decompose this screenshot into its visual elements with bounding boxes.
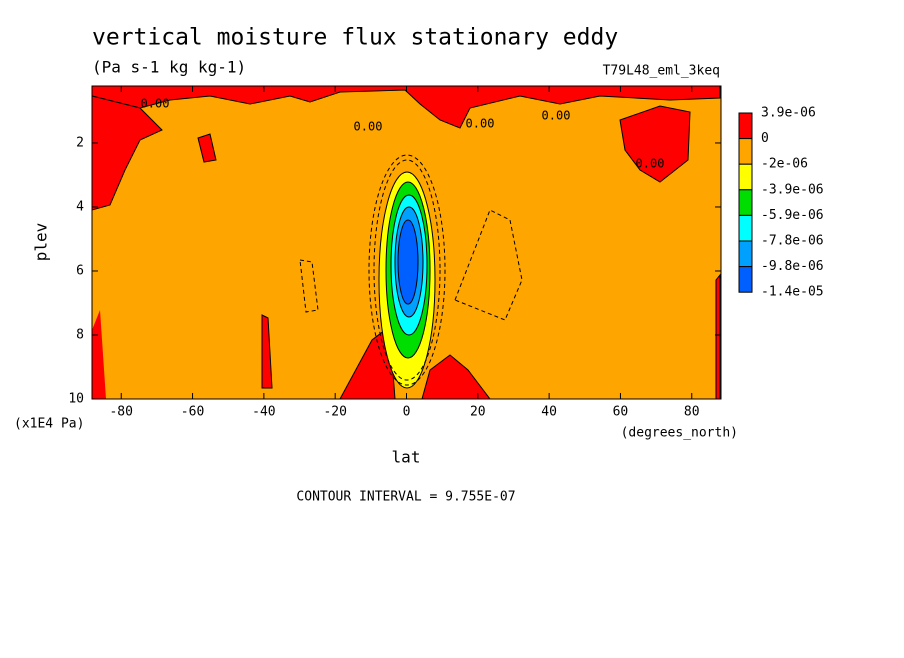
chart-title: vertical moisture flux stationary eddy — [92, 25, 618, 51]
x-tick-label: 60 — [613, 405, 629, 420]
contour-label: 0.00 — [141, 97, 170, 111]
colorbar-box — [738, 266, 753, 293]
colorbar-label: 0 — [761, 131, 769, 146]
x-axis-units: (degrees_north) — [621, 426, 738, 441]
colorbar-box — [738, 138, 753, 165]
y-tick-label: 6 — [76, 263, 84, 278]
y-tick-label: 10 — [68, 392, 84, 407]
contour-field — [91, 85, 721, 400]
x-tick-label: -40 — [252, 405, 275, 420]
contour-region — [92, 310, 106, 399]
contour-label: 0.00 — [466, 117, 495, 131]
contour-region — [91, 95, 163, 211]
x-tick-label: -80 — [109, 405, 132, 420]
x-tick-label: -20 — [323, 405, 346, 420]
x-tick-label: 80 — [684, 405, 700, 420]
contour-region — [197, 133, 217, 163]
colorbar-box — [738, 240, 753, 268]
contour-region — [397, 219, 419, 305]
contour-region — [91, 85, 721, 129]
colorbar-label: -1.4e-05 — [761, 285, 824, 300]
dataset-label: T79L48_eml_3keq — [603, 64, 720, 79]
y-tick-label: 8 — [76, 327, 84, 342]
colorbar-label: -2e-06 — [761, 157, 808, 172]
contour-label: 0.00 — [354, 120, 383, 134]
contour-label: 0.00 — [542, 109, 571, 123]
colorbar-box — [738, 163, 753, 191]
contour-label: 0.00 — [636, 157, 665, 171]
contour-region — [261, 314, 273, 389]
contour-region — [715, 273, 721, 400]
x-tick-label: 20 — [470, 405, 486, 420]
colorbar-label: 3.9e-06 — [761, 106, 816, 121]
colorbar-label: -9.8e-06 — [761, 259, 824, 274]
contour-line — [299, 259, 319, 313]
x-tick-label: -60 — [181, 405, 204, 420]
contour-region — [619, 105, 691, 183]
y-tick-label: 4 — [76, 199, 84, 214]
colorbar-box — [738, 112, 753, 140]
y-axis-label: plev — [32, 223, 51, 262]
x-tick-label: 40 — [541, 405, 557, 420]
colorbar-label: -3.9e-06 — [761, 182, 824, 197]
y-axis-units: (x1E4 Pa) — [14, 417, 84, 432]
contour-line — [373, 159, 441, 381]
y-tick-label: 2 — [76, 135, 84, 150]
colorbar-label: -5.9e-06 — [761, 208, 824, 223]
colorbar-box — [738, 189, 753, 216]
contour-line — [454, 209, 523, 321]
footnote: CONTOUR INTERVAL = 9.755E-07 — [296, 490, 515, 505]
colorbar-box — [738, 214, 753, 242]
chart-subtitle: (Pa s-1 kg kg-1) — [92, 58, 246, 77]
contour-line — [368, 154, 446, 386]
x-axis-label: lat — [392, 448, 421, 467]
x-tick-label: 0 — [403, 405, 411, 420]
colorbar-label: -7.8e-06 — [761, 234, 824, 249]
